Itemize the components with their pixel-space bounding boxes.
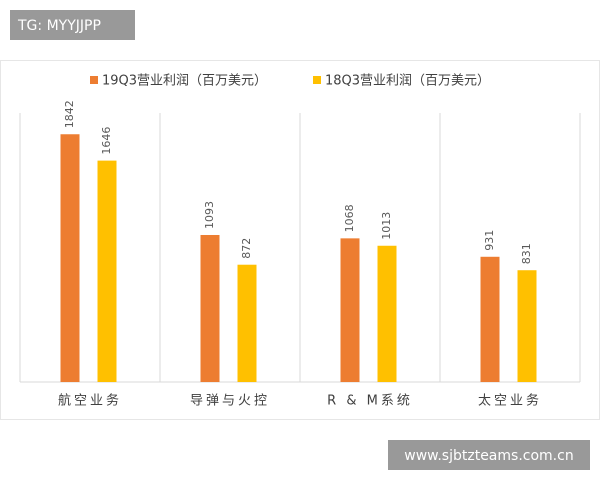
url-text: www.sjbtzteams.com.cn (404, 448, 573, 464)
value-label: 1068 (343, 204, 356, 232)
x-tick-label: 太空业务 (478, 393, 542, 409)
bar (237, 264, 257, 382)
bar (200, 234, 220, 382)
bar (97, 160, 117, 382)
value-label: 931 (483, 230, 496, 251)
bar (60, 134, 80, 382)
value-label: 872 (240, 238, 253, 259)
value-label: 1013 (380, 212, 393, 240)
legend-swatch (313, 76, 321, 84)
x-tick-label: R & M系统 (327, 394, 413, 409)
value-label: 1842 (63, 100, 76, 128)
url-box (388, 440, 590, 470)
bar (480, 256, 500, 382)
value-label: 1093 (203, 201, 216, 229)
legend-swatch (90, 76, 98, 84)
legend-label: 19Q3营业利润（百万美元） (102, 74, 267, 89)
x-tick-label: 航空业务 (58, 393, 122, 409)
value-label: 831 (520, 243, 533, 264)
value-label: 1646 (100, 127, 113, 155)
tag-text: TG: MYYJJPP (17, 18, 101, 34)
legend-label: 18Q3营业利润（百万美元） (325, 74, 490, 89)
tag-box (10, 10, 135, 40)
bar (377, 245, 397, 382)
bar (340, 238, 360, 382)
x-tick-label: 导弹与火控 (190, 394, 270, 409)
bar (517, 270, 537, 382)
